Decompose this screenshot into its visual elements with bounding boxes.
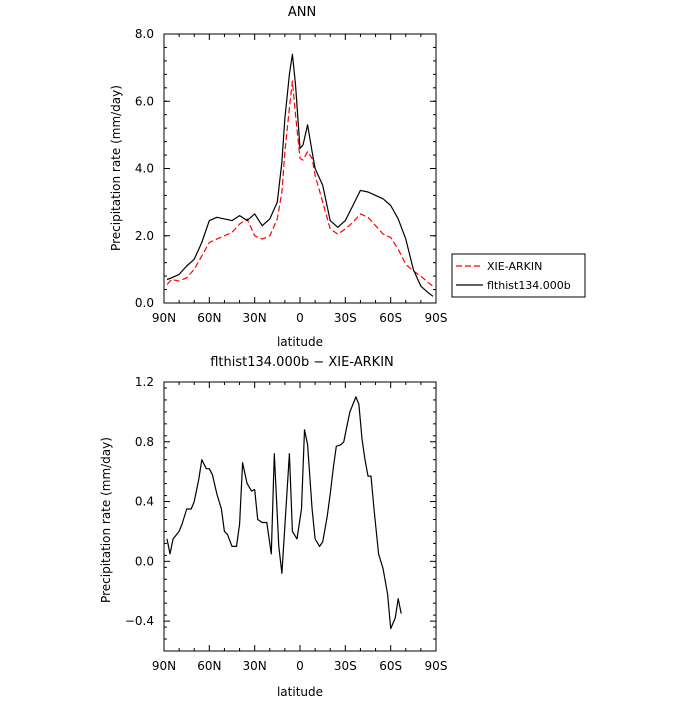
bottom-chart: flthist134.000b − XIE-ARKIN 90N 60N 30N 0 30… bbox=[99, 355, 447, 699]
legend-label-xie-arkin: XIE-ARKIN bbox=[487, 260, 542, 273]
bottom-chart-x-tick-label: 60N bbox=[197, 659, 221, 673]
bottom-chart-y-tick-label: 0.4 bbox=[135, 495, 154, 509]
top-chart-title: ANN bbox=[288, 5, 316, 20]
top-chart-series bbox=[166, 53, 434, 297]
bottom-chart-y-tick-label: −0.4 bbox=[125, 614, 154, 628]
top-chart-y-tick-label: 6.0 bbox=[135, 94, 154, 108]
top-chart-y-tick-label: 4.0 bbox=[135, 162, 154, 176]
top-chart-x-axis: 90N 60N 30N 0 30S 60S 90S bbox=[152, 34, 448, 325]
top-chart-y-tick-label: 2.0 bbox=[135, 229, 154, 243]
bottom-chart-y-tick-label: 0.0 bbox=[135, 554, 154, 568]
legend-label-flthist: flthist134.000b bbox=[487, 279, 571, 292]
top-chart-legend: XIE-ARKIN flthist134.000b bbox=[451, 253, 586, 298]
bottom-chart-y-tick-label: 1.2 bbox=[135, 375, 154, 389]
top-chart-x-tick-label: 30N bbox=[243, 311, 267, 325]
top-chart-series-flthist134000b-line bbox=[166, 53, 434, 297]
top-chart-x-tick-label: 0 bbox=[296, 311, 304, 325]
bottom-chart-series bbox=[166, 396, 402, 630]
legend-box bbox=[451, 253, 586, 298]
bottom-chart-y-axis-title: Precipitation rate (mm/day) bbox=[99, 437, 113, 603]
bottom-chart-series-difference-line bbox=[166, 396, 402, 630]
bottom-chart-x-tick-label: 90N bbox=[152, 659, 176, 673]
bottom-chart-x-tick-label: 30S bbox=[334, 659, 357, 673]
top-chart-x-tick-label: 60S bbox=[379, 311, 402, 325]
top-chart-x-tick-label: 90N bbox=[152, 311, 176, 325]
bottom-chart-y-tick-label: 0.8 bbox=[135, 435, 154, 449]
top-chart-y-axis: 0.0 2.0 4.0 6.0 8.0 bbox=[135, 27, 436, 310]
top-chart-y-tick-label: 0.0 bbox=[135, 296, 154, 310]
bottom-chart-x-axis-title: latitude bbox=[277, 685, 323, 699]
top-chart-plot-frame bbox=[163, 33, 437, 304]
top-chart-x-tick-label: 30S bbox=[334, 311, 357, 325]
bottom-chart-title: flthist134.000b − XIE-ARKIN bbox=[210, 355, 394, 370]
bottom-chart-x-axis: 90N 60N 30N 0 30S 60S 90S bbox=[152, 382, 448, 673]
top-chart-y-tick-label: 8.0 bbox=[135, 27, 154, 41]
bottom-chart-x-tick-label: 60S bbox=[379, 659, 402, 673]
top-chart-series-xie-arkin-line bbox=[166, 80, 434, 287]
top-chart-x-axis-title: latitude bbox=[277, 335, 323, 349]
bottom-chart-x-tick-label: 90S bbox=[425, 659, 448, 673]
top-chart: ANN 90N 60N 30N 0 30S 60S 90S 0.02.04.06.08.0 … bbox=[109, 5, 447, 349]
top-chart-x-tick-label: 60N bbox=[197, 311, 221, 325]
bottom-chart-y-axis: −0.4 0.0 0.4 0.8 1.2 bbox=[125, 375, 436, 652]
bottom-chart-x-tick-label: 30N bbox=[243, 659, 267, 673]
bottom-chart-x-tick-label: 0 bbox=[296, 659, 304, 673]
top-chart-y-axis-title: Precipitation rate (mm/day) bbox=[109, 85, 123, 251]
top-chart-x-tick-label: 90S bbox=[425, 311, 448, 325]
